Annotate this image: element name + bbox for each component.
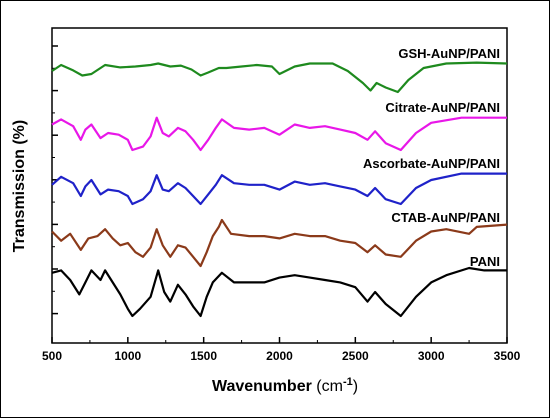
series-lines: [51, 61, 508, 318]
x-tick-label: 2500: [342, 349, 369, 363]
series-line-gsh-aunp-pani: [51, 61, 508, 94]
series-label: GSH-AuNP/PANI: [398, 46, 500, 61]
series-line-pani: [51, 266, 507, 318]
series-line-citrate-aunp-pani: [51, 116, 507, 152]
series-label: Ascorbate-AuNP/PANI: [363, 156, 500, 171]
x-tick-label: 500: [42, 349, 62, 363]
x-tick-label: 1000: [114, 349, 141, 363]
series-line-ascorbate-aunp-pani: [51, 172, 507, 206]
series-line-ctab-aunp-pani: [51, 218, 508, 268]
x-axis-ticks: 500 1000 1500 2000 2500 3000 3500: [42, 337, 521, 363]
y-axis-title: Transmission (%): [11, 120, 28, 252]
series-label: CTAB-AuNP/PANI: [391, 210, 500, 225]
x-tick-label: 2000: [266, 349, 293, 363]
x-tick-label: 3000: [418, 349, 445, 363]
x-axis-title: Wavenumber (cm-1): [212, 376, 358, 395]
series-label: Citrate-AuNP/PANI: [385, 100, 500, 115]
x-tick-label: 1500: [190, 349, 217, 363]
series-labels: GSH-AuNP/PANI Citrate-AuNP/PANI Ascorbate-…: [363, 46, 500, 269]
x-tick-label: 3500: [494, 349, 521, 363]
series-label: PANI: [470, 254, 500, 269]
